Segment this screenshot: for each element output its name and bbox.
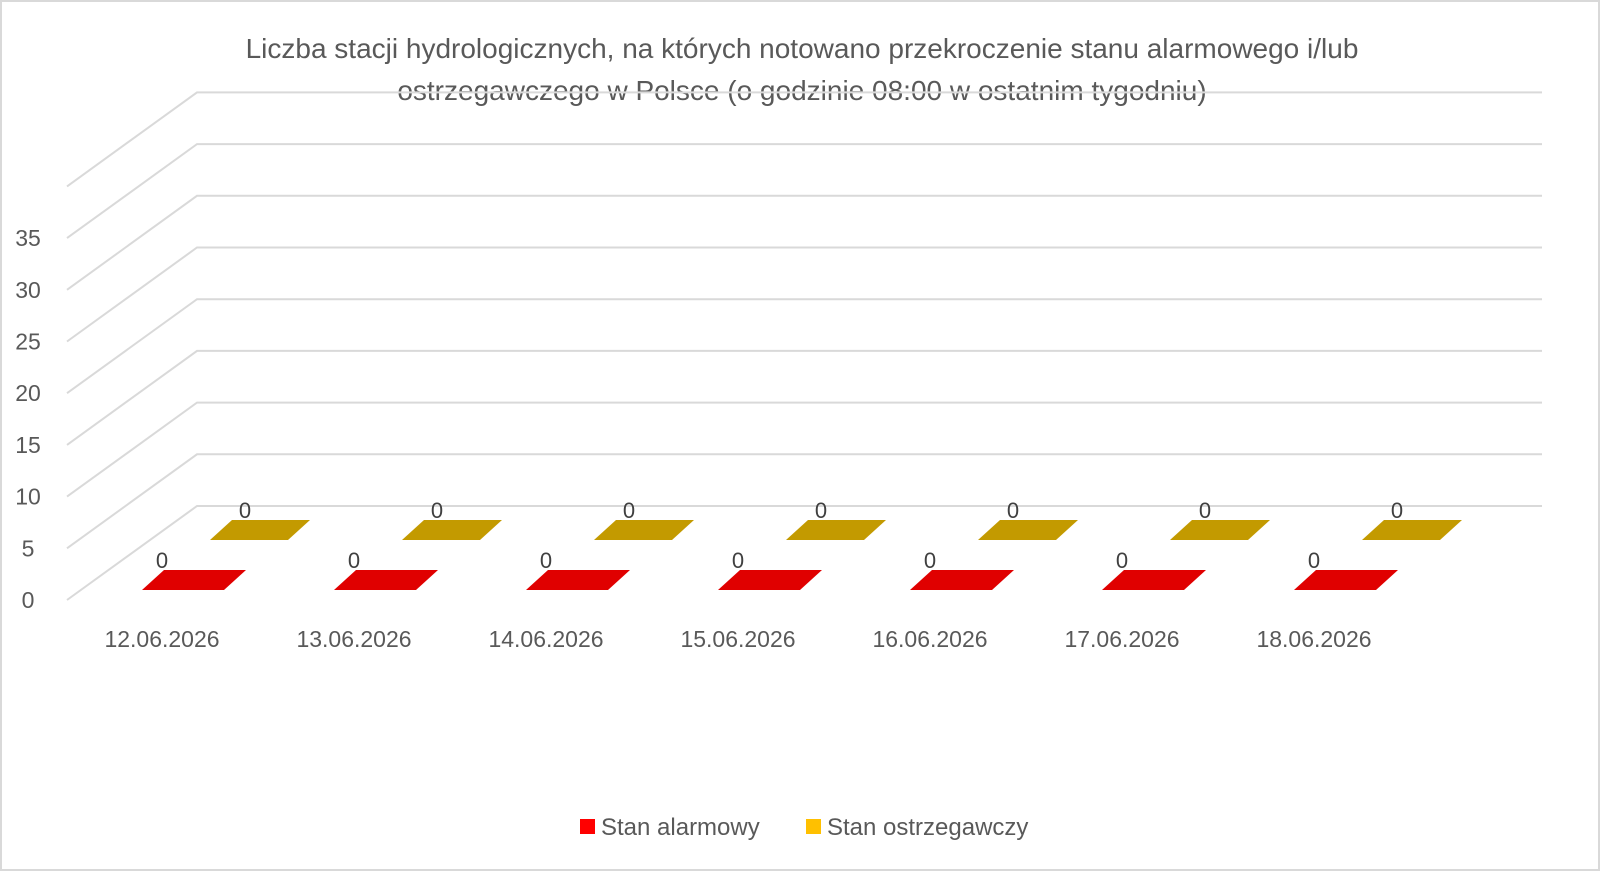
y-tick-label: 15 <box>15 432 41 458</box>
bar-alarmowy <box>1294 570 1398 590</box>
data-label: 0 <box>239 498 251 523</box>
bar-ostrzegawczy <box>402 520 502 540</box>
data-label: 0 <box>1116 548 1128 573</box>
grid-layer <box>66 91 1542 601</box>
bar-alarmowy <box>718 570 822 590</box>
x-tick-label: 14.06.2026 <box>488 626 603 652</box>
x-tick-label: 17.06.2026 <box>1064 626 1179 652</box>
bar-alarmowy <box>142 570 246 590</box>
data-label: 0 <box>1007 498 1019 523</box>
data-label: 0 <box>1391 498 1403 523</box>
bar-ostrzegawczy <box>978 520 1078 540</box>
gridline <box>66 505 1542 601</box>
data-label: 0 <box>732 548 744 573</box>
y-tick-label: 10 <box>15 484 41 510</box>
chart-title-line-1: Liczba stacji hydrologicznych, na któryc… <box>246 33 1359 64</box>
y-tick-label: 0 <box>22 587 35 613</box>
data-label: 0 <box>1199 498 1211 523</box>
legend-label: Stan ostrzegawczy <box>827 814 1028 841</box>
gridline <box>66 401 1542 498</box>
gridline <box>66 143 1542 239</box>
y-tick-label: 35 <box>15 225 41 251</box>
data-label: 0 <box>348 548 360 573</box>
x-tick-label: 12.06.2026 <box>104 626 219 652</box>
gridline <box>66 453 1542 550</box>
bar-ostrzegawczy <box>1170 520 1270 540</box>
gridline <box>66 298 1542 395</box>
bar-layer: 0 0 0 0 0 0 0 0 0 0 0 0 0 0 <box>142 498 1462 590</box>
bar-ostrzegawczy <box>786 520 886 540</box>
x-tick-label: 16.06.2026 <box>872 626 987 652</box>
bar-ostrzegawczy <box>1362 520 1462 540</box>
x-tick-label: 15.06.2026 <box>680 626 795 652</box>
x-tick-label: 13.06.2026 <box>296 626 411 652</box>
chart-title-line-2: ostrzegawczego w Polsce (o godzinie 08:0… <box>397 75 1206 106</box>
gridline <box>66 246 1542 343</box>
data-label: 0 <box>815 498 827 523</box>
bar-alarmowy <box>526 570 630 590</box>
data-label: 0 <box>540 548 552 573</box>
data-label: 0 <box>431 498 443 523</box>
bar-alarmowy <box>334 570 438 590</box>
data-label: 0 <box>1308 548 1320 573</box>
data-label: 0 <box>623 498 635 523</box>
bar-ostrzegawczy <box>210 520 310 540</box>
y-axis-ticks: 0 5 10 15 20 25 30 35 <box>15 225 41 613</box>
x-axis-ticks: 12.06.2026 13.06.2026 14.06.2026 15.06.2026… <box>104 626 1371 652</box>
bar-ostrzegawczy <box>594 520 694 540</box>
y-tick-label: 30 <box>15 277 41 303</box>
gridline <box>66 194 1542 291</box>
legend-label: Stan alarmowy <box>601 814 760 841</box>
y-tick-label: 20 <box>15 380 41 406</box>
bar-alarmowy <box>1102 570 1206 590</box>
y-tick-label: 25 <box>15 329 41 355</box>
data-label: 0 <box>156 548 168 573</box>
legend-swatch <box>580 819 595 834</box>
bar-alarmowy <box>910 570 1014 590</box>
gridline <box>66 91 1542 188</box>
legend-swatch <box>806 819 821 834</box>
data-label: 0 <box>924 548 936 573</box>
legend: Stan alarmowy Stan ostrzegawczy <box>580 814 1028 841</box>
gridline <box>66 349 1542 446</box>
x-tick-label: 18.06.2026 <box>1256 626 1371 652</box>
y-tick-label: 5 <box>22 535 35 561</box>
